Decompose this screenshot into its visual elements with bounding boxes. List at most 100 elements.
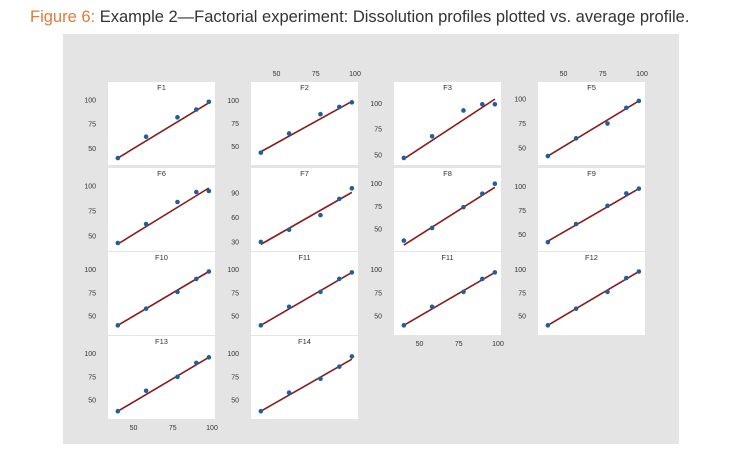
data-point — [318, 212, 323, 218]
panel-title: F5 — [587, 83, 596, 92]
x-tick-label-bottom: 50 — [130, 425, 138, 432]
panel-5 — [108, 168, 215, 251]
data-point — [605, 203, 610, 209]
data-point — [337, 196, 342, 202]
data-point — [605, 121, 610, 126]
x-tick-label-bottom: 75 — [455, 341, 463, 348]
y-tick-label: 100 — [370, 267, 382, 274]
fit-line — [260, 191, 353, 246]
data-point — [349, 354, 355, 359]
panel-title: F9 — [587, 169, 596, 178]
data-point — [206, 269, 212, 274]
data-point — [573, 136, 579, 141]
fit-line — [403, 271, 496, 327]
x-tick-label-top: 100 — [636, 71, 648, 78]
panel-title: F11 — [441, 253, 453, 262]
y-tick-label: 100 — [370, 101, 382, 108]
data-point — [573, 221, 579, 227]
panel-title: F8 — [443, 169, 452, 178]
fit-line — [260, 358, 353, 412]
fit-line — [547, 187, 640, 242]
data-point — [636, 186, 642, 191]
y-tick-label: 100 — [370, 181, 382, 188]
panel-7 — [394, 168, 501, 251]
y-tick-label: 50 — [374, 152, 382, 159]
y-tick-label: 50 — [374, 314, 382, 321]
fit-line — [547, 270, 640, 327]
y-tick-label: 100 — [514, 96, 526, 103]
data-point — [115, 240, 121, 246]
data-point — [624, 191, 629, 196]
y-tick-label: 100 — [514, 267, 526, 274]
data-point — [573, 306, 579, 311]
data-point — [429, 304, 435, 310]
y-tick-label: 75 — [88, 290, 96, 297]
y-tick-label: 50 — [518, 232, 526, 239]
y-tick-label: 75 — [374, 127, 382, 134]
data-point — [258, 408, 264, 414]
data-point — [429, 225, 435, 231]
small-multiples-chart: F1 100 75 50 F2 100 75 50 50 75 100 F3 100 75 50 F5 100 7… — [84, 71, 648, 432]
data-point — [480, 276, 485, 282]
data-point — [286, 390, 292, 395]
y-tick-label: 90 — [231, 191, 239, 198]
data-point — [206, 355, 212, 360]
data-point — [337, 104, 342, 110]
data-point — [337, 276, 342, 282]
data-point — [545, 323, 551, 328]
y-tick-label: 75 — [88, 374, 96, 381]
data-point — [461, 204, 466, 210]
fit-line — [260, 100, 353, 153]
data-point — [194, 276, 199, 282]
x-tick-label-top: 75 — [599, 71, 607, 78]
data-point — [143, 388, 149, 394]
data-point — [349, 270, 355, 275]
fit-line — [117, 270, 210, 327]
data-point — [401, 155, 407, 161]
panel-13 — [108, 336, 215, 419]
panel-title: F12 — [585, 253, 598, 262]
data-point — [258, 323, 264, 328]
panel-2 — [251, 82, 358, 165]
data-point — [349, 186, 355, 191]
data-point — [605, 289, 610, 295]
data-point — [429, 133, 435, 139]
data-point — [115, 155, 121, 161]
y-tick-label: 75 — [88, 122, 96, 129]
y-tick-label: 100 — [84, 184, 96, 191]
x-tick-label-top: 50 — [560, 71, 568, 78]
y-tick-label: 50 — [518, 314, 526, 321]
panel-title: F7 — [300, 169, 309, 178]
data-point — [143, 221, 149, 227]
data-point — [175, 115, 180, 120]
panel-1 — [108, 82, 215, 165]
y-tick-label: 100 — [227, 351, 239, 358]
panel-title: F6 — [157, 169, 166, 178]
data-point — [175, 199, 180, 205]
data-point — [492, 270, 498, 275]
data-point — [286, 131, 292, 136]
data-point — [175, 289, 180, 295]
y-tick-label: 100 — [84, 97, 96, 104]
x-tick-label-top: 100 — [349, 71, 361, 78]
data-point — [636, 269, 642, 274]
data-point — [143, 306, 149, 311]
data-point — [461, 289, 466, 295]
panel-title: F2 — [300, 83, 309, 92]
panel-title: F14 — [298, 337, 311, 346]
data-point — [194, 107, 199, 112]
y-tick-label: 75 — [88, 209, 96, 216]
x-tick-label-bottom: 75 — [169, 425, 177, 432]
data-point — [401, 323, 407, 328]
y-tick-label: 75 — [231, 290, 239, 297]
fit-line — [547, 100, 640, 157]
data-point — [492, 181, 498, 187]
figure-title: Figure 6: Example 2—Factorial experiment… — [30, 8, 689, 27]
panel-title: F11 — [298, 253, 310, 262]
data-point — [318, 376, 323, 382]
data-point — [286, 227, 292, 233]
chart-area: F1 100 75 50 F2 100 75 50 50 75 100 F3 100 75 50 F5 100 7… — [63, 34, 679, 444]
y-tick-label: 100 — [84, 267, 96, 274]
data-point — [258, 150, 264, 155]
x-tick-label-top: 50 — [273, 71, 281, 78]
